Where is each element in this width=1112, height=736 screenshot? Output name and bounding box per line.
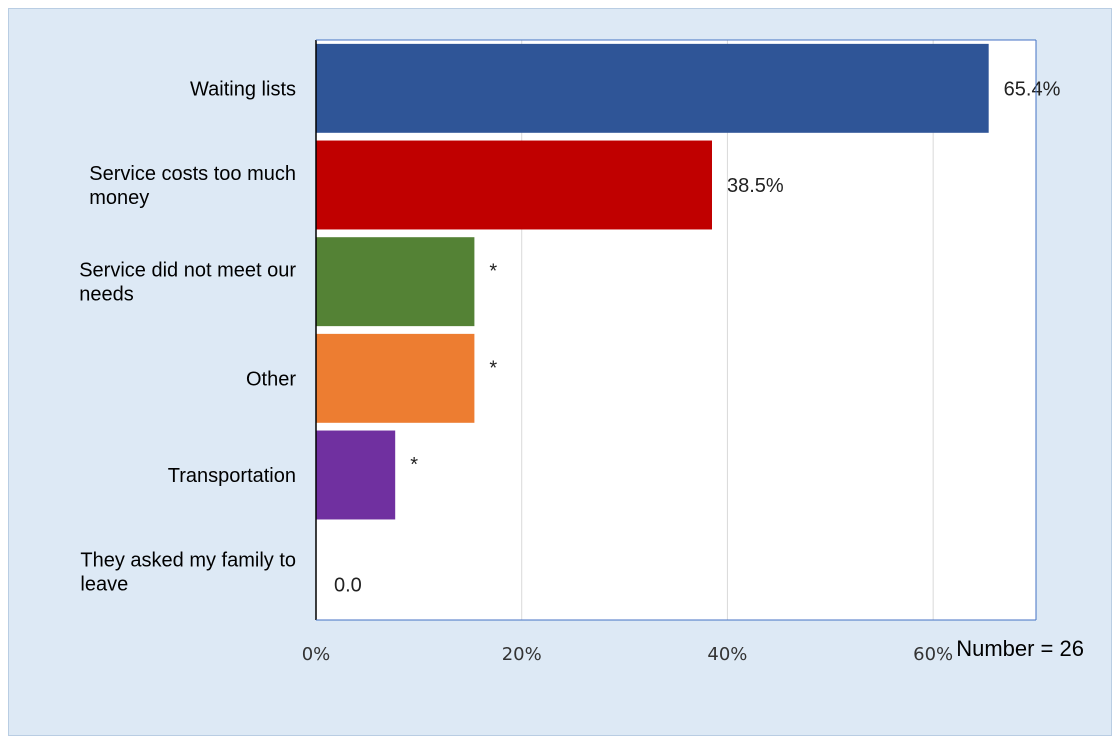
x-tick-label: 60% bbox=[913, 644, 953, 665]
data-label: * bbox=[410, 454, 418, 476]
bar bbox=[316, 333, 475, 423]
category-label: Transportation bbox=[168, 465, 296, 487]
sample-size-note: Number = 26 bbox=[956, 636, 1084, 661]
bar bbox=[316, 140, 712, 230]
category-label: Other bbox=[246, 368, 296, 390]
data-label: * bbox=[489, 261, 497, 283]
x-tick-label: 20% bbox=[502, 644, 542, 665]
bar bbox=[316, 430, 396, 520]
category-label: They asked my family to leave bbox=[80, 550, 296, 596]
plot-area bbox=[316, 40, 1036, 620]
data-label: 38.5% bbox=[727, 175, 784, 197]
bar bbox=[316, 43, 989, 133]
data-label: * bbox=[489, 357, 497, 379]
data-label: 65.4% bbox=[1004, 78, 1061, 100]
x-tick-label: 40% bbox=[707, 644, 747, 665]
category-label: Waiting lists bbox=[190, 78, 296, 100]
bar bbox=[316, 237, 475, 327]
data-label: 0.0 bbox=[334, 575, 362, 597]
category-label: Service did not meet our needs bbox=[79, 260, 296, 306]
x-tick-label: 0% bbox=[302, 644, 331, 665]
category-label: Service costs too much money bbox=[89, 163, 296, 209]
